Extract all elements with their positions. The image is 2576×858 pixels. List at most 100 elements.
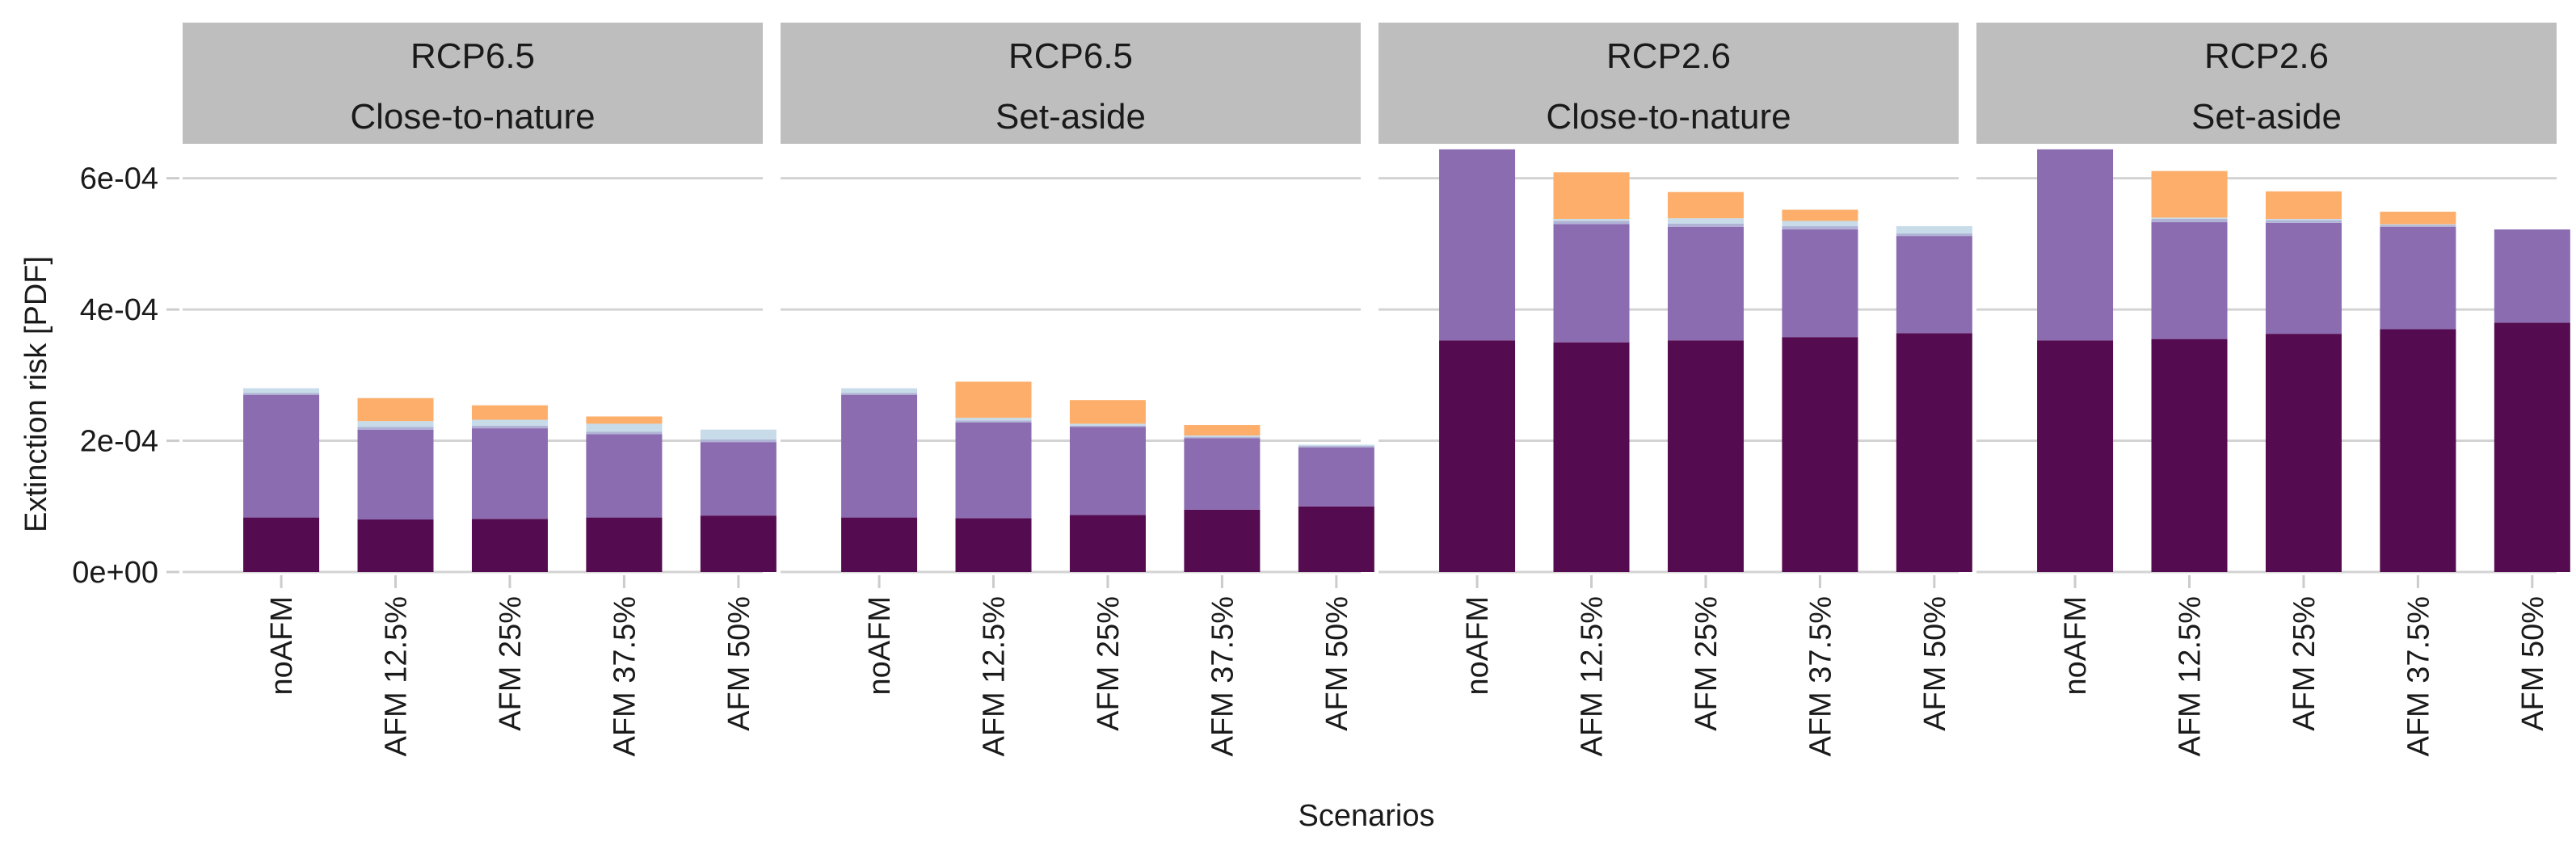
bar-segment xyxy=(357,397,434,422)
x-tick-label: AFM 50% xyxy=(722,596,756,731)
x-tick-label: AFM 12.5% xyxy=(978,596,1012,757)
bar-segment xyxy=(1439,340,1516,572)
bar-segment xyxy=(1553,342,1630,572)
facet-panel: RCP6.5 Close-to-nature noAFM AFM 12.5% AFM 2… xyxy=(183,23,777,757)
x-tick-label: AFM 25% xyxy=(1690,596,1724,731)
facet-title-line1: RCP2.6 xyxy=(2204,36,2329,76)
facet-panel: RCP6.5 Set-aside noAFM AFM 12.5% AFM 25% AFM … xyxy=(781,23,1374,757)
facet-strip xyxy=(781,23,1361,144)
x-tick-label: AFM 50% xyxy=(2516,596,2550,731)
y-tick-label: 6e-04 xyxy=(80,162,158,196)
bar-segment xyxy=(700,515,777,572)
x-tick-label: AFM 12.5% xyxy=(2174,596,2208,757)
bar-segment xyxy=(841,394,918,518)
facet-title-line2: Set-aside xyxy=(995,97,1146,137)
x-tick-label: AFM 37.5% xyxy=(1206,596,1240,757)
bar-segment xyxy=(955,420,1032,423)
bar-segment xyxy=(2265,218,2342,221)
bar-segment xyxy=(2151,222,2228,339)
bar-segment xyxy=(2037,149,2114,341)
bar-segment xyxy=(1439,149,1516,341)
bar-segment xyxy=(586,434,663,518)
facet-title-line2: Close-to-nature xyxy=(350,97,595,137)
bar-segment xyxy=(1553,224,1630,343)
x-tick-label: noAFM xyxy=(1461,596,1495,695)
bar-segment xyxy=(586,431,663,435)
x-tick-label: AFM 25% xyxy=(1092,596,1126,731)
x-tick-label: noAFM xyxy=(265,596,299,695)
bar-segment xyxy=(1782,225,1858,229)
facet-title-line2: Set-aside xyxy=(2191,97,2342,137)
x-tick-label: AFM 25% xyxy=(494,596,528,731)
bar-segment xyxy=(955,422,1032,519)
bar-segment xyxy=(1298,506,1374,572)
bar-segment xyxy=(2494,229,2570,323)
bar-segment xyxy=(841,517,918,572)
x-tick-label: noAFM xyxy=(863,596,897,695)
bar-segment xyxy=(1896,333,1972,572)
facet-title-line2: Close-to-nature xyxy=(1546,97,1791,137)
bar-segment xyxy=(243,393,320,395)
facet-title-line1: RCP6.5 xyxy=(1008,36,1133,76)
bar-segment xyxy=(1069,400,1146,424)
panels-layer: RCP6.5 Close-to-nature noAFM AFM 12.5% AFM 2… xyxy=(183,23,2570,757)
bar-segment xyxy=(586,416,663,424)
bar-segment xyxy=(2265,334,2342,572)
bar-segment xyxy=(357,519,434,572)
x-tick-label: AFM 50% xyxy=(1918,596,1952,731)
bar-segment xyxy=(1553,172,1630,219)
bar-segment xyxy=(2380,225,2456,227)
bar-segment xyxy=(1896,225,1972,233)
y-tick-label: 0e+00 xyxy=(72,556,158,590)
x-tick-label: noAFM xyxy=(2059,596,2093,695)
bar-segment xyxy=(357,427,434,430)
bar-segment xyxy=(955,518,1032,572)
x-tick-label: AFM 37.5% xyxy=(1804,596,1837,757)
bar-segment xyxy=(1667,191,1744,219)
bar-segment xyxy=(2151,170,2228,218)
bar-segment xyxy=(2265,191,2342,219)
y-tick-label: 2e-04 xyxy=(80,425,158,459)
bar-segment xyxy=(1553,218,1630,221)
bar-segment xyxy=(1298,444,1374,447)
facet-strip xyxy=(1976,23,2557,144)
facet-panel: RCP2.6 Set-aside noAFM AFM 12.5% AFM 25% AFM … xyxy=(1976,23,2570,757)
bar-segment xyxy=(1782,337,1858,572)
bar-segment xyxy=(1184,509,1261,572)
bar-segment xyxy=(357,421,434,427)
bar-segment xyxy=(1069,423,1146,426)
y-tick-label: 4e-04 xyxy=(80,293,158,327)
bar-segment xyxy=(243,388,320,393)
bar-segment xyxy=(955,418,1032,421)
bar-segment xyxy=(2265,222,2342,334)
bar-segment xyxy=(1184,438,1261,510)
bar-segment xyxy=(471,405,548,420)
bar-segment xyxy=(2380,329,2456,572)
bar-segment xyxy=(2380,226,2456,330)
bar-segment xyxy=(1298,446,1374,448)
bar-segment xyxy=(700,442,777,516)
x-tick-label: AFM 50% xyxy=(1320,596,1354,731)
bar-segment xyxy=(471,428,548,519)
bar-segment xyxy=(1184,435,1261,437)
bar-segment xyxy=(1184,436,1261,439)
bar-segment xyxy=(1553,221,1630,225)
bar-segment xyxy=(1667,218,1744,224)
bar-segment xyxy=(1896,233,1972,237)
bar-segment xyxy=(1782,221,1858,226)
bar-segment xyxy=(1184,425,1261,436)
bar-segment xyxy=(1667,226,1744,341)
x-tick-label: AFM 37.5% xyxy=(608,596,642,757)
bar-segment xyxy=(586,423,663,432)
bar-segment xyxy=(1069,515,1146,572)
bar-segment xyxy=(841,393,918,395)
bar-segment xyxy=(586,517,663,572)
x-tick-label: AFM 12.5% xyxy=(380,596,414,757)
bar-segment xyxy=(2151,218,2228,223)
bar-segment xyxy=(471,425,548,429)
bar-segment xyxy=(357,429,434,520)
x-tick-label: AFM 25% xyxy=(2288,596,2321,731)
facet-title-line1: RCP6.5 xyxy=(410,36,535,76)
bar-segment xyxy=(1667,223,1744,227)
